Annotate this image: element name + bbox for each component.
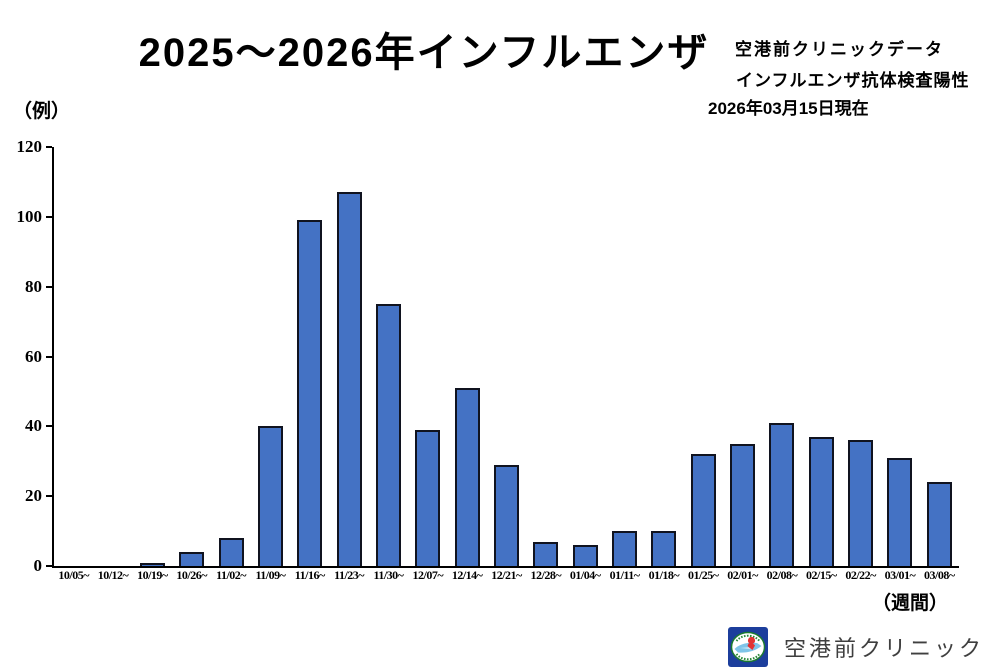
- x-axis-tick-label: 11/16~: [294, 568, 325, 582]
- as-of-date-label: 2026年03月15日現在: [708, 99, 869, 118]
- bar: [297, 220, 323, 566]
- bar: [730, 443, 756, 566]
- x-axis-tick-label: 01/11~: [609, 568, 640, 582]
- footer: 空港前クリニック: [728, 627, 984, 667]
- x-axis-tick-label: 10/05~: [58, 568, 89, 582]
- chart-title: 2025〜2026年インフルエンザ: [138, 31, 710, 75]
- x-axis-tick-label: 10/12~: [97, 568, 129, 582]
- x-axis-tick-label: 02/15~: [805, 568, 837, 582]
- plot-area: 0 20 40 60 80 100 120 10/05~ 10/12~ 10/19~ 10/26~ 1…: [17, 137, 959, 582]
- x-axis-tick-label: 01/18~: [648, 568, 680, 582]
- y-axis-tick-label: 40: [25, 416, 42, 436]
- x-axis-tick-label: 11/09~: [255, 568, 286, 582]
- y-axis-tick-label: 100: [16, 206, 43, 226]
- bar: [887, 457, 913, 566]
- y-axis-tick-label: 20: [25, 486, 42, 506]
- y-axis-tick: [46, 285, 52, 288]
- clinic-name: 空港前クリニック: [784, 636, 985, 661]
- y-axis-tick: [46, 146, 52, 148]
- x-axis-tick-label: 11/02~: [216, 568, 247, 582]
- y-axis-tick: [46, 355, 52, 358]
- y-axis-tick: [46, 565, 52, 567]
- bar: [336, 192, 362, 566]
- x-axis-tick-label: 01/25~: [687, 568, 719, 582]
- x-axis-tick-label: 12/14~: [451, 568, 483, 582]
- data-source-label: 空港前クリニックデータ: [735, 40, 944, 59]
- bar: [218, 538, 244, 566]
- bar: [139, 562, 165, 566]
- bar: [612, 531, 638, 566]
- bar: [179, 552, 205, 566]
- x-axis-tick-label: 11/23~: [334, 568, 365, 582]
- bar: [572, 545, 598, 566]
- x-axis-tick-label: 10/26~: [176, 568, 207, 582]
- x-axis-tick-label: 02/01~: [727, 568, 758, 582]
- y-axis-tick-label: 80: [25, 276, 42, 296]
- x-axis-tick-label: 02/08~: [766, 568, 798, 582]
- x-axis-tick-label: 03/08~: [924, 568, 955, 582]
- clinic-logo: [728, 627, 768, 667]
- y-axis-tick-label: 60: [25, 346, 42, 366]
- bar: [494, 464, 519, 566]
- bar: [651, 531, 677, 566]
- y-axis-tick: [46, 215, 52, 218]
- bar: [454, 387, 480, 566]
- x-axis-unit-label: （週間）: [872, 593, 949, 614]
- x-axis-tick-label: 11/30~: [373, 568, 404, 582]
- x-axis-tick-label: 12/21~: [491, 568, 522, 582]
- y-axis-tick-label: 120: [16, 137, 43, 156]
- bar: [257, 426, 283, 566]
- x-axis-tick-label: 12/28~: [530, 568, 562, 582]
- bar: [848, 440, 874, 566]
- x-axis-tick-label: 03/01~: [884, 568, 916, 582]
- x-axis-tick-label: 01/04~: [569, 568, 601, 582]
- y-axis-tick: [46, 425, 52, 428]
- test-type-label: インフルエンザ抗体検査陽性: [736, 71, 970, 90]
- bar: [769, 422, 795, 566]
- y-axis-unit-label: （例）: [13, 101, 71, 122]
- bar: [690, 454, 716, 566]
- y-axis-tick: [46, 495, 52, 498]
- y-axis-tick-label: 0: [33, 556, 43, 575]
- bar: [808, 436, 834, 566]
- x-axis-tick-label: 10/19~: [137, 568, 168, 582]
- bar: [533, 541, 559, 566]
- bar: [415, 429, 441, 566]
- x-axis-tick-label: 12/07~: [412, 568, 444, 582]
- bar: [375, 304, 401, 566]
- bar: [926, 482, 952, 566]
- x-axis-tick-label: 02/22~: [845, 568, 876, 582]
